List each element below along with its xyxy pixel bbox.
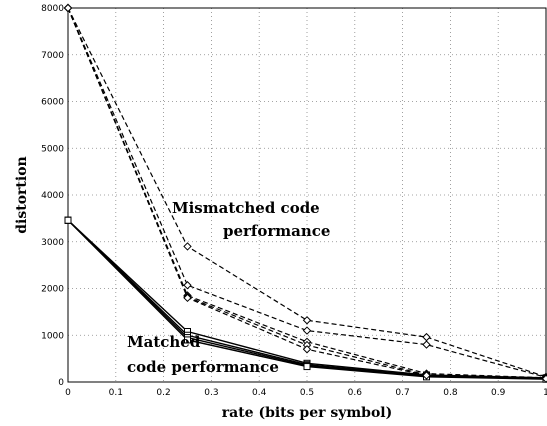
y-tick-label: 2000 [41,285,64,295]
x-tick-label: 0.8 [443,388,458,398]
x-tick-label: 0 [65,388,71,398]
mismatched-series-line [67,7,547,379]
matched-point-marker [303,363,311,371]
y-tick-label: 0 [58,378,64,388]
mismatched-series-line [67,7,547,378]
y-tick-label: 7000 [41,51,64,61]
annotation-matched-line2: code performance [127,358,279,376]
x-tick-label: 0.3 [204,388,218,398]
matched-series-line [67,219,547,379]
mismatched-series-line [67,7,547,378]
x-axis-title: rate (bits per symbol) [222,405,393,421]
x-tick-label: 0.7 [395,388,409,398]
mismatched-point-marker [302,345,312,354]
mismatched-point-marker [541,374,547,383]
x-tick-label: 0.9 [491,388,506,398]
x-tick-label: 0.4 [252,388,267,398]
matched-point-marker [184,336,191,344]
series-layer [63,3,547,383]
y-tick-label: 3000 [41,238,64,248]
grid [68,8,546,382]
annotation-matched-line1: Matched [127,333,201,351]
mismatched-point-marker [63,3,73,13]
mismatched-point-marker [183,293,192,303]
mismatched-point-marker [183,242,192,251]
mismatched-point-marker [422,371,431,380]
mismatched-point-marker [302,316,312,325]
x-tick-label: 0.2 [156,388,170,398]
annotation-mismatched-line2: performance [223,222,330,240]
plot-frame [67,7,547,383]
y-tick-label: 6000 [41,98,64,108]
y-axis-title: distortion [14,156,30,233]
mismatched-point-marker [422,332,431,342]
y-tick-label: 1000 [41,331,64,341]
y-tick-label: 8000 [41,4,64,14]
x-tick-label: 0.1 [109,388,123,398]
y-tick-label: 5000 [41,144,64,154]
matched-series-line [67,219,547,379]
mismatched-point-marker [302,326,312,335]
x-tick-label: 0.6 [348,388,363,398]
mismatched-point-marker [183,281,192,290]
x-tick-label: 1 [543,388,547,398]
matched-point-marker [64,216,72,224]
mismatched-point-marker [422,340,431,349]
y-tick-label: 4000 [41,191,64,201]
x-tick-label: 0.5 [300,388,314,398]
tick-labels: 0 0.1 0.2 0.3 0.4 0.5 0.6 0.7 0.8 0.9 1 0 1000 2000 30… [41,4,547,398]
annotation-mismatched-line1: Mismatched code [172,199,320,217]
